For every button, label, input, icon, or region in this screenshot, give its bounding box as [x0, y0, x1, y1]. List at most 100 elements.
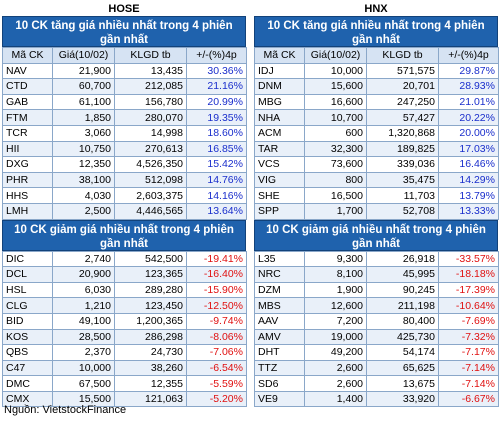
- stock-symbol: QBS: [2, 344, 53, 361]
- price: 19,000: [304, 328, 367, 346]
- avg-volume: 1,200,365: [114, 312, 187, 330]
- stock-symbol: BID: [2, 312, 53, 330]
- table-row: DHT 49,200 54,174 -7.17%: [254, 344, 499, 361]
- avg-volume: 12,355: [114, 375, 187, 392]
- table-row: FTM 1,850 280,070 19.35%: [2, 109, 247, 126]
- change-percent: 14.76%: [186, 171, 247, 189]
- stock-symbol: DHT: [254, 344, 305, 361]
- avg-volume: 189,825: [366, 140, 439, 158]
- table-row: HSL 6,030 289,280 -15.90%: [2, 281, 247, 299]
- col-symbol-header: Mã CK: [2, 47, 53, 64]
- losers-title: 10 CK giảm giá nhiều nhất trong 4 phiên …: [2, 219, 246, 251]
- price: 9,300: [304, 250, 367, 268]
- price: 2,500: [52, 202, 115, 220]
- avg-volume: 123,365: [114, 266, 187, 283]
- price: 32,300: [304, 140, 367, 158]
- avg-volume: 11,703: [366, 187, 439, 204]
- price: 2,600: [304, 359, 367, 377]
- change-percent: 13.64%: [186, 202, 247, 220]
- table-row: HII 10,750 270,613 16.85%: [2, 140, 247, 158]
- price: 2,740: [52, 250, 115, 268]
- stock-symbol: MBS: [254, 297, 305, 314]
- table-row: CLG 1,210 123,450 -12.50%: [2, 297, 247, 314]
- col-price-header: Giá(10/02): [304, 47, 367, 64]
- table-row: BID 49,100 1,200,365 -9.74%: [2, 312, 247, 330]
- table-row: NHA 10,700 57,427 20.22%: [254, 109, 499, 126]
- stock-symbol: SHE: [254, 187, 305, 204]
- stock-symbol: DNM: [254, 78, 305, 95]
- price: 1,850: [52, 109, 115, 126]
- avg-volume: 425,730: [366, 328, 439, 346]
- change-percent: -33.57%: [438, 250, 499, 268]
- change-percent: 30.36%: [186, 62, 247, 80]
- price: 800: [304, 171, 367, 189]
- stock-symbol: NHA: [254, 109, 305, 126]
- price: 1,210: [52, 297, 115, 314]
- change-percent: -8.06%: [186, 328, 247, 346]
- stock-symbol: VCS: [254, 156, 305, 173]
- price: 1,400: [304, 390, 367, 408]
- change-percent: -7.69%: [438, 312, 499, 330]
- stock-symbol: HHS: [2, 187, 53, 204]
- change-percent: -9.74%: [186, 312, 247, 330]
- source-note: Nguồn: VietstockFinance: [4, 404, 127, 416]
- table-row: KOS 28,500 286,298 -8.06%: [2, 328, 247, 346]
- table-row: SHE 16,500 11,703 13.79%: [254, 187, 499, 204]
- stock-symbol: DZM: [254, 281, 305, 299]
- table-row: SD6 2,600 13,675 -7.14%: [254, 375, 499, 392]
- avg-volume: 4,446,565: [114, 202, 187, 220]
- stock-symbol: L35: [254, 250, 305, 268]
- change-percent: -7.17%: [438, 344, 499, 361]
- price: 2,370: [52, 344, 115, 361]
- stock-symbol: MBG: [254, 93, 305, 111]
- col-volume-header: KLGD tb: [114, 47, 187, 64]
- hnx-panel: HNX 10 CK tăng giá nhiều nhất trong 4 ph…: [254, 2, 499, 408]
- change-percent: -6.67%: [438, 390, 499, 408]
- table-row: HHS 4,030 2,603,375 14.16%: [2, 187, 247, 204]
- price: 8,100: [304, 266, 367, 283]
- stock-symbol: CMX: [2, 390, 53, 408]
- table-row: DNM 15,600 20,701 28.93%: [254, 78, 499, 95]
- price: 28,500: [52, 328, 115, 346]
- change-percent: -18.18%: [438, 266, 499, 283]
- stock-symbol: IDJ: [254, 62, 305, 80]
- avg-volume: 512,098: [114, 171, 187, 189]
- price: 12,600: [304, 297, 367, 314]
- table-row: ACM 600 1,320,868 20.00%: [254, 124, 499, 142]
- change-percent: 14.16%: [186, 187, 247, 204]
- stock-symbol: TAR: [254, 140, 305, 158]
- hnx-gainers-table: Mã CK Giá(10/02) KLGD tb +/-(%)4p IDJ 10,…: [254, 47, 499, 220]
- change-percent: 21.01%: [438, 93, 499, 111]
- change-percent: -15.90%: [186, 281, 247, 299]
- price: 10,700: [304, 109, 367, 126]
- table-row: DXG 12,350 4,526,350 15.42%: [2, 156, 247, 173]
- col-price-header: Giá(10/02): [52, 47, 115, 64]
- change-percent: 16.85%: [186, 140, 247, 158]
- stock-symbol: TCR: [2, 124, 53, 142]
- stock-symbol: ACM: [254, 124, 305, 142]
- price: 21,900: [52, 62, 115, 80]
- stock-symbol: HSL: [2, 281, 53, 299]
- change-percent: 20.22%: [438, 109, 499, 126]
- stock-symbol: KOS: [2, 328, 53, 346]
- avg-volume: 13,675: [366, 375, 439, 392]
- change-percent: 17.03%: [438, 140, 499, 158]
- price: 4,030: [52, 187, 115, 204]
- stock-symbol: NAV: [2, 62, 53, 80]
- avg-volume: 1,320,868: [366, 124, 439, 142]
- stock-symbol: FTM: [2, 109, 53, 126]
- col-change-header: +/-(%)4p: [186, 47, 247, 64]
- price: 1,900: [304, 281, 367, 299]
- hose-gainers-table: Mã CK Giá(10/02) KLGD tb +/-(%)4p NAV 21,…: [2, 47, 247, 220]
- change-percent: -6.54%: [186, 359, 247, 377]
- change-percent: 14.29%: [438, 171, 499, 189]
- price: 1,700: [304, 202, 367, 220]
- change-percent: 28.93%: [438, 78, 499, 95]
- price: 12,350: [52, 156, 115, 173]
- table-header: Mã CK Giá(10/02) KLGD tb +/-(%)4p: [2, 47, 247, 64]
- price: 7,200: [304, 312, 367, 330]
- avg-volume: 4,526,350: [114, 156, 187, 173]
- avg-volume: 80,400: [366, 312, 439, 330]
- stock-symbol: CTD: [2, 78, 53, 95]
- table-header: Mã CK Giá(10/02) KLGD tb +/-(%)4p: [254, 47, 499, 64]
